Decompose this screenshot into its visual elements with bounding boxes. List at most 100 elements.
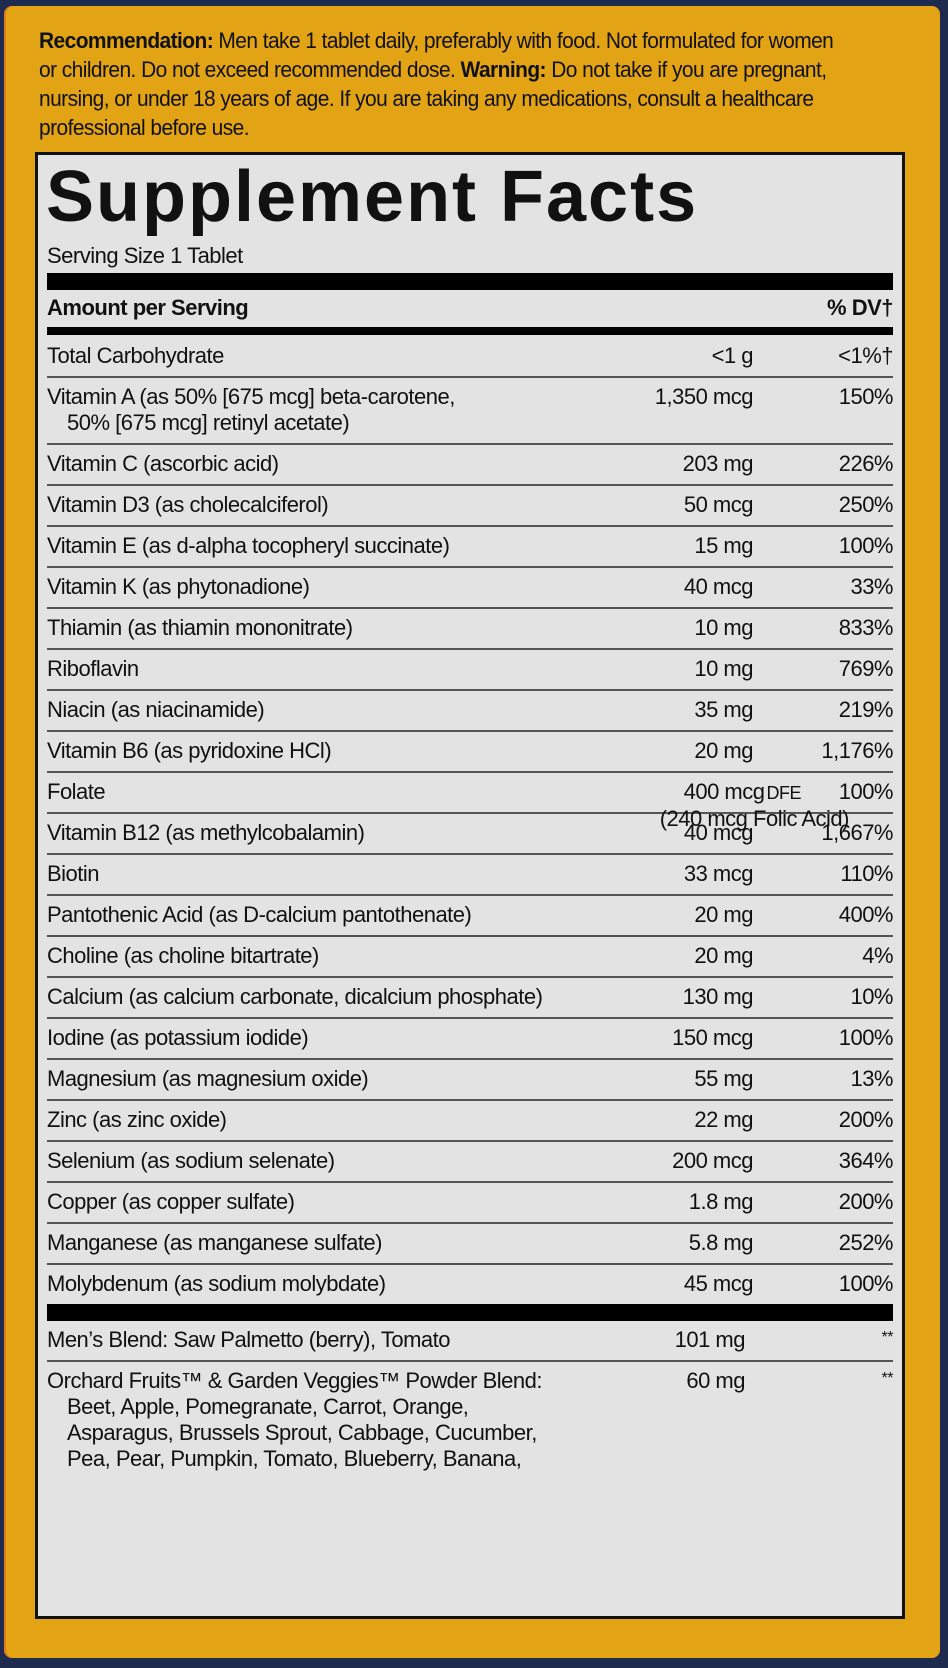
warning-label: Warning:	[460, 57, 547, 82]
table-row: Magnesium (as magnesium oxide) 55 mg 13%	[47, 1060, 893, 1101]
nutrient-name-line: Iodine (as potassium iodide)	[47, 1025, 309, 1050]
nutrient-name-line: Biotin	[47, 861, 100, 886]
thick-divider	[47, 273, 893, 290]
amount-value: 40 mcg	[683, 820, 754, 845]
nutrient-dv: 110%	[840, 861, 893, 886]
nutrient-dv: 226%	[838, 451, 894, 476]
nutrient-name-line: Magnesium (as magnesium oxide)	[47, 1066, 369, 1091]
blend-amount: 101 mg	[674, 1327, 746, 1352]
nutrient-name: Vitamin K (as phytonadione)	[47, 574, 607, 600]
nutrient-amount: 1,350 mcg	[655, 384, 754, 410]
table-row: Total Carbohydrate <1 g <1%†	[47, 337, 893, 378]
amount-value: <1 g	[711, 343, 754, 368]
nutrient-dv: 769%	[838, 656, 894, 681]
nutrient-amount: 50 mcg	[684, 492, 754, 518]
nutrient-name: Niacin (as niacinamide)	[47, 697, 607, 723]
amount-value: 20 mg	[694, 943, 753, 968]
nutrient-dv: 250%	[838, 492, 894, 517]
nutrient-name-line: Total Carbohydrate	[47, 343, 224, 368]
table-row: Pantothenic Acid (as D-calcium pantothen…	[47, 896, 894, 937]
nutrient-name: Magnesium (as magnesium oxide)	[47, 1066, 607, 1092]
nutrient-name: Choline (as choline bitartrate)	[47, 943, 607, 969]
nutrient-amount: 40 mcg	[683, 574, 754, 600]
blend-dv: **	[881, 1329, 894, 1346]
nutrient-name-line: Vitamin B12 (as methylcobalamin)	[47, 820, 365, 845]
nutrient-name: Manganese (as manganese sulfate)	[47, 1230, 607, 1256]
nutrient-name-line: Vitamin K (as phytonadione)	[47, 574, 310, 599]
medium-divider	[47, 327, 893, 335]
nutrient-name-line: Niacin (as niacinamide)	[47, 697, 265, 722]
table-row: Vitamin K (as phytonadione) 40 mcg 33%	[47, 568, 893, 609]
nutrient-name-line-2: 50% [675 mcg] retinyl acetate)	[67, 410, 350, 435]
nutrient-name-line: Choline (as choline bitartrate)	[47, 943, 319, 968]
table-header: Amount per Serving % DV†	[47, 295, 893, 329]
recommendation-text: Recommendation: Men take 1 tablet daily,…	[39, 26, 839, 142]
nutrient-name: Biotin	[47, 861, 607, 887]
table-row: Vitamin C (ascorbic acid) 203 mg 226%	[47, 445, 894, 486]
table-row: Choline (as choline bitartrate) 20 mg 4%	[47, 937, 893, 978]
nutrient-name-line: Pantothenic Acid (as D-calcium pantothen…	[47, 902, 472, 927]
table-row: Riboflavin 10 mg 769%	[47, 650, 894, 691]
nutrient-name-line: Folate	[47, 779, 106, 804]
table-row: Zinc (as zinc oxide) 22 mg 200%	[47, 1101, 894, 1142]
nutrient-name: Pantothenic Acid (as D-calcium pantothen…	[47, 902, 607, 928]
nutrient-name: Vitamin C (ascorbic acid)	[47, 451, 607, 477]
amount-value: 1.8 mg	[688, 1189, 754, 1214]
nutrient-name: Selenium (as sodium selenate)	[47, 1148, 607, 1174]
nutrient-amount: 5.8 mg	[689, 1230, 754, 1256]
nutrient-name-line: Vitamin B6 (as pyridoxine HCl)	[47, 738, 332, 763]
blend-ingredient-line: Asparagus, Brussels Sprout, Cabbage, Cuc…	[67, 1420, 537, 1445]
blend-row: Orchard Fruits™ & Garden Veggies™ Powder…	[47, 1362, 894, 1479]
nutrient-dv: 33%	[850, 574, 893, 599]
nutrient-amount: 40 mcg	[683, 820, 754, 846]
nutrient-dv: 100%	[838, 1271, 894, 1296]
blend-amount: 60 mg	[686, 1368, 745, 1393]
header-dv: % DV†	[827, 295, 893, 320]
nutrient-amount: 22 mg	[694, 1107, 753, 1133]
amount-value: 400 mcg	[683, 779, 765, 804]
nutrient-amount: 150 mcg	[672, 1025, 753, 1051]
nutrient-dv: 364%	[838, 1148, 894, 1173]
nutrient-dv: 200%	[838, 1189, 894, 1214]
table-row: Niacin (as niacinamide) 35 mg 219%	[47, 691, 894, 732]
blend-name: Men’s Blend: Saw Palmetto (berry), Tomat…	[47, 1327, 607, 1353]
nutrient-name: Zinc (as zinc oxide)	[47, 1107, 607, 1133]
nutrient-dv: 100%	[838, 1025, 894, 1050]
amount-value: 150 mcg	[672, 1025, 753, 1050]
table-row: Copper (as copper sulfate) 1.8 mg 200%	[47, 1183, 894, 1224]
amount-unit: DFE	[766, 783, 802, 803]
nutrient-dv: 1,667%	[821, 820, 893, 845]
table-row: Biotin 33 mcg 110%	[47, 855, 893, 896]
nutrient-dv: 833%	[838, 615, 894, 640]
table-row: Vitamin B6 (as pyridoxine HCl) 20 mg 1,176…	[47, 732, 893, 773]
amount-value: 10 mg	[694, 615, 753, 640]
amount-value: 20 mg	[694, 902, 753, 927]
blend-name-line: Men’s Blend: Saw Palmetto (berry), Tomat…	[47, 1327, 450, 1352]
nutrient-dv: 100%	[838, 533, 894, 558]
nutrient-name-line: Molybdenum (as sodium molybdate)	[47, 1271, 386, 1296]
nutrient-dv: <1%†	[838, 343, 893, 368]
nutrient-name: Vitamin A (as 50% [675 mcg] beta-caroten…	[47, 384, 607, 436]
nutrient-name: Vitamin E (as d-alpha tocopheryl succina…	[47, 533, 607, 559]
amount-value: 10 mg	[694, 656, 753, 681]
nutrient-amount: 35 mg	[694, 697, 753, 723]
amount-value: 130 mg	[682, 984, 754, 1009]
amount-value: 35 mg	[694, 697, 753, 722]
nutrient-amount: 20 mg	[694, 738, 753, 764]
blend-ingredient-line: Pea, Pear, Pumpkin, Tomato, Blueberry, B…	[67, 1446, 522, 1471]
table-row: Thiamin (as thiamin mononitrate) 10 mg 833…	[47, 609, 894, 650]
nutrient-dv: 252%	[838, 1230, 894, 1255]
nutrient-amount: 130 mg	[682, 984, 754, 1010]
nutrient-amount: 400 mcg DFE (240 mcg Folic Acid)	[660, 779, 850, 832]
nutrient-amount: <1 g	[711, 343, 754, 369]
amount-value: 40 mcg	[683, 574, 754, 599]
table-row: Manganese (as manganese sulfate) 5.8 mg 25…	[47, 1224, 894, 1265]
nutrient-amount: 20 mg	[694, 902, 753, 928]
header-amount-per-serving: Amount per Serving	[47, 295, 249, 320]
nutrient-name: Riboflavin	[47, 656, 607, 682]
amount-value: 203 mg	[682, 451, 754, 476]
blend-ingredient-line: Beet, Apple, Pomegranate, Carrot, Orange…	[67, 1394, 469, 1419]
table-row: Iodine (as potassium iodide) 150 mcg 100%	[47, 1019, 894, 1060]
nutrient-amount: 20 mg	[694, 943, 753, 969]
nutrient-name: Calcium (as calcium carbonate, dicalcium…	[47, 984, 607, 1010]
